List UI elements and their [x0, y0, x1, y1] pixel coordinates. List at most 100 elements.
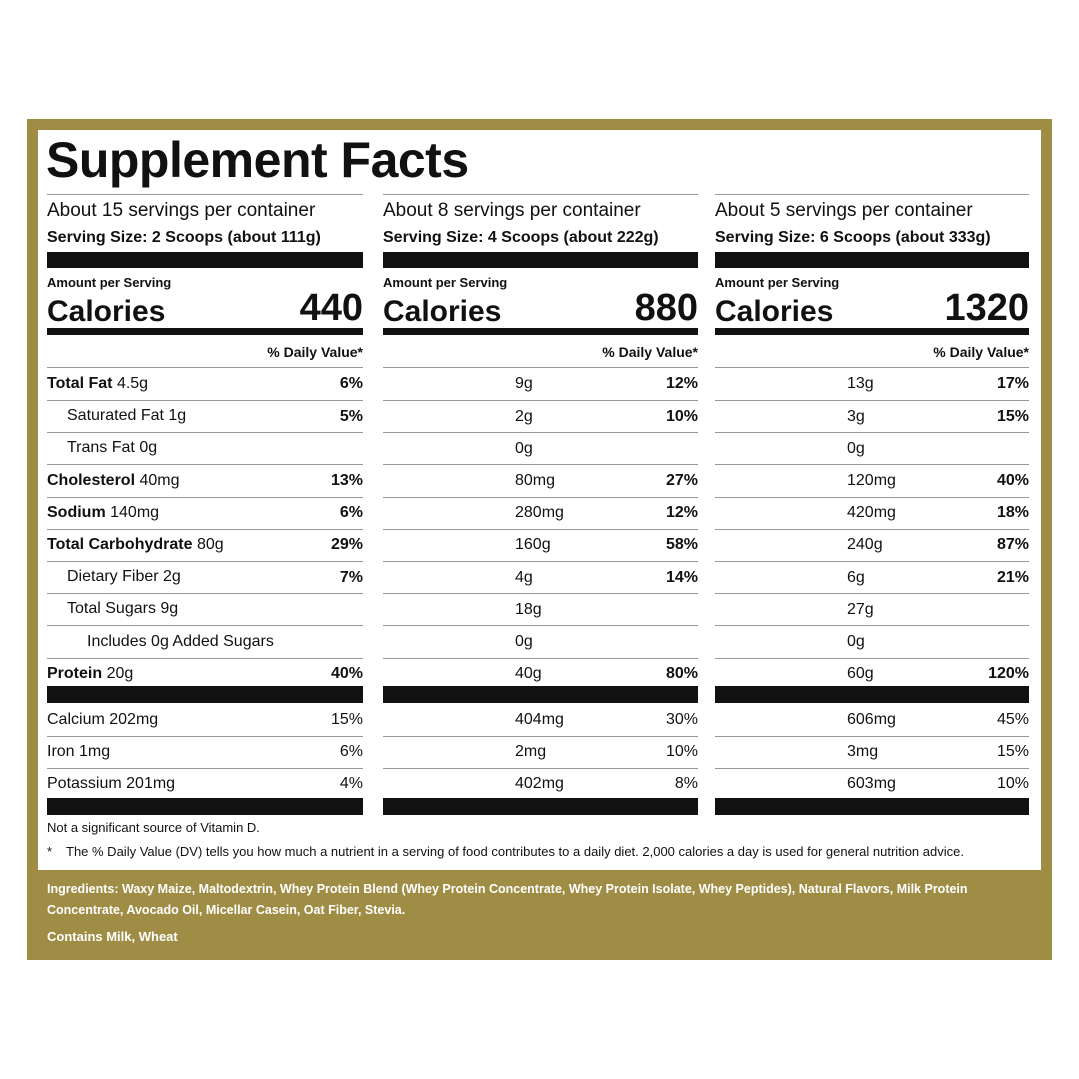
mineral-amount: 201mg [126, 775, 176, 792]
mineral-amount: 202mg [109, 711, 159, 728]
ingredients-text: : Waxy Maize, Maltodextrin, Whey Protein… [47, 882, 968, 917]
mineral-dv: 8% [674, 775, 698, 793]
calories-value: 880 [634, 287, 698, 330]
nutrient-amount: 120mg [847, 472, 896, 489]
rule-line [383, 400, 698, 401]
mineral-row: Potassium 201mg [47, 774, 175, 794]
nutrient-suffix: Added Sugars [172, 632, 274, 650]
nutrient-amount: 40mg [139, 471, 180, 489]
rule-line [715, 367, 1029, 368]
nutrient-dv: 6% [339, 504, 363, 522]
mineral-row: Calcium 202mg [47, 710, 158, 730]
calories-label: Calories [715, 295, 834, 328]
rule-line [383, 464, 698, 466]
rule-line [715, 496, 1029, 498]
mineral-dv: 10% [996, 775, 1029, 793]
nutrient-dv: 120% [988, 665, 1029, 683]
rule-line [47, 432, 363, 434]
nutrient-amount: 0g [139, 439, 158, 457]
nutrient-dv: 27% [665, 472, 698, 489]
nutrient-dv: 40% [330, 665, 363, 683]
servings: About 8 servings per container [383, 199, 641, 221]
rule-bar [715, 252, 1029, 268]
rule-line [383, 768, 698, 769]
nutrient-amount: 9g [515, 375, 533, 393]
nutrient-name: Includes [87, 632, 147, 650]
serving-size: Serving Size: 4 Scoops (about 222g) [383, 229, 659, 247]
mineral-amount: 2mg [515, 743, 547, 761]
rule-line [47, 736, 363, 737]
mineral-dv: 6% [339, 743, 363, 761]
rule-line [47, 400, 363, 401]
nutrient-amount: 4g [515, 568, 533, 586]
footnote: Not a significant source of Vitamin D. [47, 820, 260, 836]
servings: About 5 servings per container [715, 199, 973, 221]
amount-per-serving: Amount per Serving [47, 275, 172, 291]
nutrient-amount: 240g [847, 536, 883, 554]
mineral-amount: 603mg [847, 775, 896, 793]
nutrient-amount: 20g [106, 664, 134, 682]
mineral-amount: 1mg [79, 743, 111, 760]
rule-line [47, 768, 363, 769]
dv-header: % Daily Value* [602, 343, 698, 360]
nutrient-dv: 14% [665, 568, 698, 586]
nutrient-dv: 12% [665, 504, 698, 522]
rule-bar [715, 798, 1029, 815]
nutrient-dv: 12% [665, 375, 698, 393]
nutrient-dv: 21% [996, 568, 1029, 586]
rule-line [715, 657, 1029, 659]
rule-line [383, 657, 698, 659]
nutrient-name: Protein [47, 664, 103, 682]
rule-bar [47, 252, 363, 268]
rule-line [715, 736, 1029, 737]
dv-header: % Daily Value* [933, 343, 1029, 360]
nutrient-amount: 0g [515, 439, 533, 457]
mineral-dv: 30% [665, 711, 698, 729]
mineral-dv: 15% [996, 743, 1029, 761]
rule-bar [383, 798, 698, 815]
nutrient-amount: 0g [151, 632, 169, 650]
rule-line [715, 400, 1029, 401]
ingredients: Ingredients: Waxy Maize, Maltodextrin, W… [47, 879, 1032, 921]
nutrient-amount: 3g [847, 407, 865, 425]
nutrient-dv: 6% [339, 375, 363, 393]
nutrient-amount: 18g [515, 600, 542, 618]
rule-bar [715, 328, 1029, 335]
nutrient-name: Sodium [47, 503, 106, 521]
rule-line [47, 528, 363, 530]
rule-line [383, 625, 698, 627]
mineral-amount: 402mg [515, 775, 564, 793]
nutrient-amount: 60g [847, 665, 874, 683]
rule-bar [383, 328, 698, 335]
rule-line [383, 561, 698, 562]
mineral-dv: 15% [330, 711, 363, 729]
mineral-amount: 606mg [847, 711, 896, 729]
nutrient-amount: 140mg [110, 503, 160, 521]
rule-line [383, 194, 698, 195]
nutrient-amount: 80g [196, 536, 224, 553]
nutrient-name: Total Carbohydrate [47, 536, 193, 553]
amount-per-serving: Amount per Serving [715, 275, 840, 291]
serving-size: Serving Size: 2 Scoops (about 111g) [47, 229, 321, 247]
mineral-name: Calcium [47, 711, 105, 728]
nutrient-amount: 6g [847, 568, 865, 586]
rule-bar [715, 686, 1029, 703]
serving-size: Serving Size: 6 Scoops (about 333g) [715, 229, 991, 247]
rule-bar [47, 798, 363, 815]
mineral-amount: 3mg [847, 743, 879, 761]
nutrient-row: Includes 0g Added Sugars [87, 632, 274, 652]
rule-line [47, 194, 363, 195]
nutrient-amount: 13g [847, 375, 874, 393]
rule-bar [47, 686, 363, 703]
amount-per-serving: Amount per Serving [383, 275, 508, 291]
nutrient-amount: 27g [847, 600, 874, 618]
dv-header: % Daily Value* [267, 343, 363, 360]
nutrient-row: Trans Fat 0g [67, 438, 157, 458]
nutrient-name: Saturated Fat [67, 407, 164, 425]
nutrient-amount: 1g [168, 407, 187, 425]
rule-line [715, 194, 1029, 195]
rule-line [715, 528, 1029, 530]
nutrient-amount: 2g [515, 407, 533, 425]
calories-label: Calories [383, 295, 502, 328]
nutrient-row: Saturated Fat 1g [67, 406, 186, 426]
